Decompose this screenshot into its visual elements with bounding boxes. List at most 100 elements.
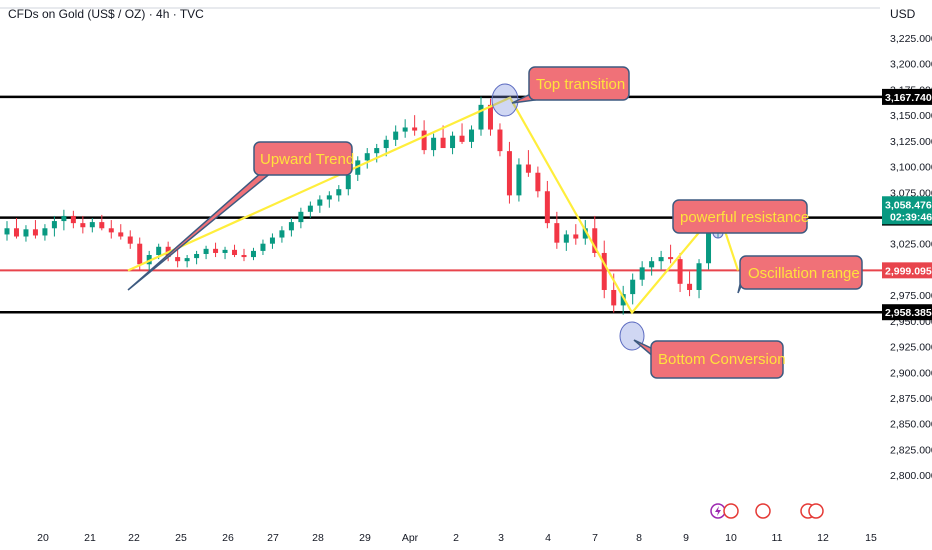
candle-body[interactable]: [288, 222, 294, 231]
candle-body[interactable]: [535, 172, 541, 192]
us-flag-icon[interactable]: [723, 503, 739, 519]
candle-body[interactable]: [469, 129, 475, 142]
candle-body[interactable]: [544, 191, 550, 224]
candle-body[interactable]: [459, 135, 465, 142]
candle-body[interactable]: [80, 223, 86, 228]
candle-body[interactable]: [450, 135, 456, 149]
candle-body[interactable]: [649, 261, 655, 268]
top-transition-box[interactable]: [528, 66, 630, 101]
upward-trend-box[interactable]: [253, 141, 353, 176]
candle-body[interactable]: [89, 222, 95, 228]
candles[interactable]: [4, 96, 721, 315]
candle-body[interactable]: [51, 221, 57, 229]
candle-body[interactable]: [431, 137, 437, 151]
candle-body[interactable]: [23, 229, 29, 237]
candle-body[interactable]: [620, 294, 626, 306]
candle-body[interactable]: [611, 289, 617, 306]
candle-body[interactable]: [108, 228, 114, 233]
annotations[interactable]: Upward Trend Top transition powerful res…: [127, 66, 863, 379]
y-tick-label: 2,850.000: [890, 419, 932, 431]
candle-body[interactable]: [61, 215, 67, 222]
candle-body[interactable]: [336, 189, 342, 196]
candle-body[interactable]: [326, 195, 332, 200]
last-price-tag[interactable]: [882, 196, 932, 225]
trend-line[interactable]: [127, 96, 740, 315]
candle-body[interactable]: [232, 249, 238, 256]
candle-body[interactable]: [127, 236, 133, 244]
candle-body[interactable]: [317, 199, 323, 206]
trend-path[interactable]: [127, 96, 740, 315]
chart-title: CFDs on Gold (US$ / OZ) · 4h · TVC: [8, 7, 204, 21]
event-icons[interactable]: [710, 503, 824, 519]
candle-body[interactable]: [250, 250, 256, 258]
candle-body[interactable]: [374, 148, 380, 154]
x-axis[interactable]: 20 21 22 25 26 27 28 29 Apr 2 3 4 7 8 9 10 11 12 15: [37, 532, 877, 544]
bottom-conversion-box[interactable]: [650, 340, 784, 379]
x-tick-label: 28: [312, 532, 324, 544]
candle-body[interactable]: [677, 259, 683, 284]
candle-body[interactable]: [70, 215, 76, 224]
us-flag-icon[interactable]: [808, 503, 824, 519]
candle-body[interactable]: [175, 257, 181, 262]
candle-body[interactable]: [582, 228, 588, 239]
candle-body[interactable]: [506, 151, 512, 196]
countdown-label: 02:39:46: [890, 211, 932, 223]
candle-body[interactable]: [573, 234, 579, 239]
candle-body[interactable]: [203, 248, 209, 254]
candle-body[interactable]: [383, 139, 389, 149]
candle-body[interactable]: [630, 279, 636, 295]
candle-body[interactable]: [412, 127, 418, 131]
price-tags[interactable]: 3,167.7403,050.3892,999.0952,958.3853,05…: [882, 88, 932, 321]
candle-body[interactable]: [213, 248, 219, 253]
x-tick-label: 7: [592, 532, 598, 544]
candle-body[interactable]: [402, 127, 408, 132]
candle-body[interactable]: [696, 263, 702, 290]
candle-body[interactable]: [516, 164, 522, 196]
price-tag-bg: [882, 262, 932, 279]
candle-body[interactable]: [118, 232, 124, 237]
us-flag-icon[interactable]: [755, 503, 771, 519]
candle-body[interactable]: [241, 255, 247, 258]
top-transition-label: Top transition: [536, 76, 625, 93]
lightning-glyph: [715, 506, 721, 516]
candle-body[interactable]: [42, 228, 48, 236]
price-tag-label: 3,167.740: [885, 92, 932, 104]
oscillation-range-box[interactable]: [739, 255, 863, 290]
candle-body[interactable]: [639, 267, 645, 280]
candle-body[interactable]: [478, 104, 484, 130]
candle-body[interactable]: [307, 205, 313, 212]
candle-body[interactable]: [345, 174, 351, 190]
candle-body[interactable]: [497, 129, 503, 152]
candle-body[interactable]: [260, 243, 266, 251]
candle-body[interactable]: [298, 211, 304, 223]
candle-body[interactable]: [687, 283, 693, 290]
candle-body[interactable]: [156, 246, 162, 256]
candle-body[interactable]: [184, 258, 190, 262]
candle-body[interactable]: [146, 255, 152, 265]
candle-body[interactable]: [32, 229, 38, 236]
powerful-resistance-box[interactable]: [672, 199, 808, 234]
candle-body[interactable]: [279, 230, 285, 238]
candle-body[interactable]: [99, 222, 105, 229]
upward-trend-label: Upward Trend: [260, 151, 354, 168]
candle-body[interactable]: [13, 228, 19, 237]
candle-body[interactable]: [554, 223, 560, 243]
candle-body[interactable]: [658, 257, 664, 262]
candle-body[interactable]: [364, 153, 370, 161]
candle-body[interactable]: [194, 253, 200, 259]
candle-body[interactable]: [706, 232, 712, 264]
candle-body[interactable]: [668, 257, 674, 260]
candle-body[interactable]: [393, 131, 399, 140]
candle-body[interactable]: [440, 137, 446, 149]
candle-body[interactable]: [563, 234, 569, 243]
candle-body[interactable]: [525, 164, 531, 173]
candle-body[interactable]: [222, 249, 228, 253]
candle-body[interactable]: [137, 243, 143, 265]
candle-body[interactable]: [269, 237, 275, 244]
candle-body[interactable]: [4, 228, 10, 235]
candle-body[interactable]: [592, 228, 598, 253]
candle-body[interactable]: [601, 252, 607, 290]
candle-body[interactable]: [487, 104, 493, 130]
candle-body[interactable]: [421, 130, 427, 151]
